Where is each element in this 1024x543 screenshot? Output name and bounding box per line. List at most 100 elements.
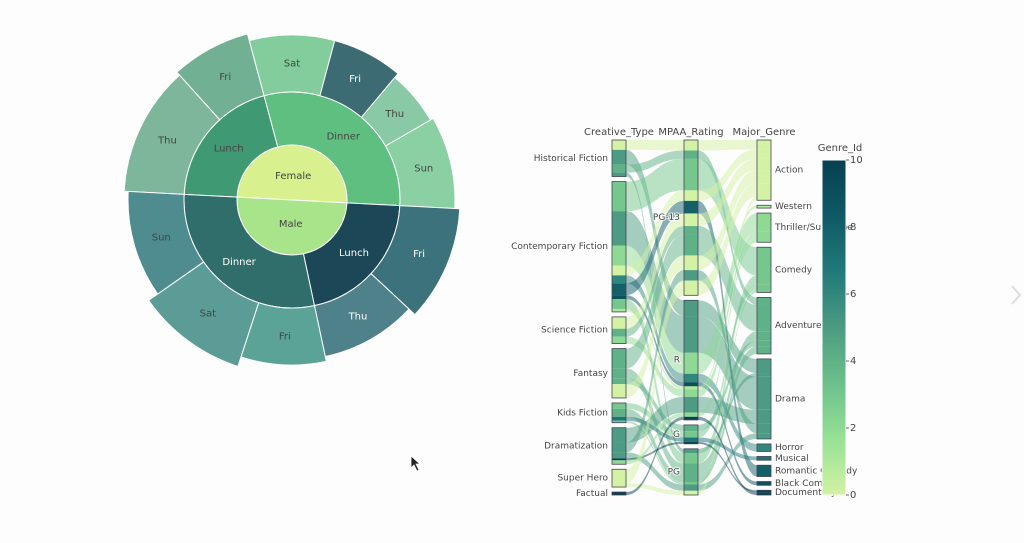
category-label: R (674, 356, 680, 366)
category-segment (757, 284, 771, 291)
dimension-title: Major_Genre (732, 127, 795, 138)
sector-label: Thu (348, 312, 368, 323)
category-label: Factual (576, 489, 608, 499)
category-segment (757, 238, 771, 243)
category-segment (757, 340, 771, 347)
category-segment (684, 158, 698, 191)
category-segment (612, 442, 626, 453)
ribbon (626, 408, 684, 483)
category-segment (757, 158, 771, 171)
category-bar (611, 139, 627, 177)
category-label: Historical Fiction (534, 154, 608, 164)
category-bar (611, 316, 627, 344)
category-segment (757, 492, 771, 495)
sector-label: Sat (284, 59, 300, 70)
ribbon (626, 308, 684, 390)
category-segment (612, 348, 626, 369)
category-bar (611, 427, 627, 465)
category-label: Kids Fiction (557, 408, 608, 418)
category-segment (612, 416, 626, 421)
category-segment (684, 382, 698, 387)
ribbon (698, 340, 757, 432)
sector-label: Sun (152, 232, 171, 243)
ribbon (626, 412, 684, 465)
ribbon (698, 238, 757, 417)
category-segment (757, 376, 771, 410)
category-bar (756, 489, 772, 496)
ribbon (626, 378, 684, 432)
category-segment (684, 150, 698, 159)
category-segment (684, 352, 698, 374)
category-segment (757, 304, 771, 313)
category-segment (612, 469, 626, 484)
category-bar (756, 204, 772, 209)
colorbar-title: Genre_Id (818, 143, 863, 154)
category-segment (612, 245, 626, 266)
category-segment (684, 431, 698, 438)
category-segment (757, 205, 771, 209)
category-segment (612, 328, 626, 337)
ribbon (626, 140, 684, 151)
ribbon (626, 416, 684, 442)
category-label: Drama (775, 394, 805, 404)
category-bar (756, 246, 772, 293)
category-bar (756, 139, 772, 201)
category-bar (683, 424, 699, 445)
category-segment (612, 140, 626, 150)
category-segment (684, 270, 698, 281)
category-bar (611, 181, 627, 313)
category-segment (684, 441, 698, 444)
category-segment (612, 483, 626, 488)
category-segment (612, 402, 626, 409)
category-label: Action (775, 166, 803, 176)
category-segment (757, 423, 771, 434)
category-segment (757, 231, 771, 239)
colorbar (821, 159, 847, 496)
ribbon (698, 200, 757, 477)
ribbon (626, 420, 684, 485)
category-segment (612, 452, 626, 459)
category-label: Horror (775, 443, 804, 453)
sunburst-sector (370, 205, 461, 316)
category-segment (612, 181, 626, 212)
category-segment (612, 295, 626, 300)
category-segment (612, 149, 626, 165)
ribbon (626, 441, 684, 461)
category-segment (757, 297, 771, 305)
ribbon (698, 433, 757, 491)
category-segment (757, 196, 771, 201)
category-label: PG (668, 467, 680, 477)
category-bar (756, 358, 772, 440)
ribbon (626, 234, 684, 369)
category-segment (612, 265, 626, 276)
category-segment (684, 213, 698, 227)
category-segment (684, 424, 698, 432)
category-segment (612, 336, 626, 344)
ribbon (698, 158, 757, 227)
next-arrow[interactable] (1011, 285, 1022, 305)
sunburst-sector (147, 261, 260, 368)
ribbon (626, 336, 684, 397)
ribbon (626, 213, 684, 329)
category-segment (612, 420, 626, 423)
ribbon (626, 280, 684, 484)
colorbar-tick-label: 0 (850, 490, 856, 501)
category-bar (683, 139, 699, 296)
ribbon (698, 183, 757, 296)
category-segment (757, 490, 771, 493)
category-segment (757, 465, 771, 477)
sector-label: Dinner (327, 132, 361, 143)
category-segment (612, 283, 626, 296)
category-label: PG-13 (653, 213, 680, 223)
ribbon (698, 213, 757, 374)
category-label: Musical (775, 454, 809, 464)
category-segment (757, 346, 771, 354)
category-segment (757, 443, 771, 452)
category-segment (757, 170, 771, 184)
category-segment (684, 190, 698, 201)
category-segment (684, 234, 698, 256)
colorbar-tick-label: 8 (850, 222, 856, 233)
category-segment (757, 290, 771, 293)
sector-label: Fri (219, 72, 231, 83)
ribbon (626, 190, 684, 276)
